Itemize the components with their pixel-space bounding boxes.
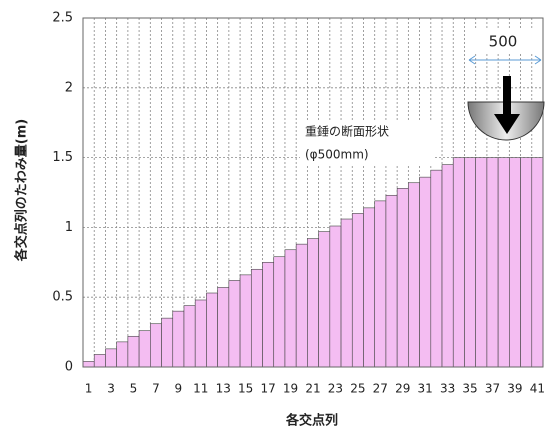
bar [497, 157, 510, 368]
x-tick-label: 39 [507, 382, 522, 396]
bar [430, 169, 443, 368]
bar [273, 256, 286, 368]
y-axis-label: 各交点列のたわみ量(m) [14, 119, 30, 262]
y-tick-label: 2.5 [52, 11, 73, 26]
bar [295, 243, 308, 368]
x-tick-label: 29 [395, 382, 410, 396]
bar [340, 218, 353, 368]
bar [396, 188, 409, 368]
x-tick-label: 37 [485, 382, 500, 396]
x-tick-label: 17 [260, 382, 275, 396]
load-arrow [494, 76, 520, 134]
bar [138, 330, 151, 368]
x-tick-label: 21 [305, 382, 320, 396]
bar [228, 280, 241, 368]
y-tick-label: 1 [65, 220, 73, 235]
x-tick-label: 13 [216, 382, 231, 396]
bar [150, 323, 162, 368]
bar [217, 287, 230, 368]
annotation: 重錘の断面形状 [305, 124, 389, 139]
bar [329, 225, 342, 368]
bar [116, 341, 129, 368]
bar [127, 335, 140, 368]
x-tick-label: 15 [238, 382, 253, 396]
plot-frame [82, 17, 544, 368]
x-tick-label: 19 [283, 382, 298, 396]
x-tick-label: 25 [350, 382, 365, 396]
x-tick-label: 41 [530, 382, 545, 396]
bar [172, 310, 185, 368]
dimension-label: 500 [489, 33, 518, 51]
x-tick-label: 33 [440, 382, 455, 396]
x-tick-label: 5 [130, 382, 138, 396]
dimension-box [470, 30, 540, 54]
bar [441, 164, 454, 368]
bar [452, 157, 465, 368]
x-tick-label: 7 [152, 382, 160, 396]
bar [206, 292, 218, 368]
x-tick-label: 31 [418, 382, 433, 396]
x-tick-label: 1 [85, 382, 93, 396]
annotation-box [300, 120, 435, 166]
bar [520, 157, 533, 368]
x-tick-label: 23 [328, 382, 343, 396]
bar [374, 200, 387, 368]
y-tick-label: 0.5 [52, 290, 73, 305]
bar [531, 157, 544, 368]
y-tick-label: 2 [65, 80, 73, 95]
x-tick-label: 11 [193, 382, 208, 396]
bar [408, 182, 420, 368]
bar [105, 348, 117, 368]
bar [385, 194, 398, 368]
y-tick-label: 0 [65, 360, 73, 375]
bar [161, 317, 174, 368]
bar [93, 354, 106, 368]
bar [486, 157, 499, 368]
dimension-arrowheads [468, 55, 542, 65]
x-tick-label: 35 [462, 382, 477, 396]
bar [250, 268, 263, 368]
bar [183, 305, 196, 368]
bar [194, 299, 207, 368]
bar [284, 249, 297, 368]
bar [239, 274, 252, 368]
x-tick-label: 27 [373, 382, 388, 396]
bar [464, 157, 476, 368]
bar [509, 157, 521, 368]
bar [351, 213, 364, 368]
y-tick-label: 1.5 [52, 150, 73, 165]
bar [318, 231, 331, 368]
x-tick-label: 9 [175, 382, 183, 396]
bar [82, 361, 95, 368]
bar [307, 238, 319, 368]
bar [475, 157, 488, 368]
bar [262, 261, 275, 368]
plot-area: 00.511.522.51 3 5 7 9 11 13 15 17 19 21 23 25 27 29 31 3… [52, 11, 545, 396]
x-axis-label: 各交点列 [285, 413, 338, 429]
annotation: (φ500mm) [305, 148, 369, 162]
x-tick-label: 3 [107, 382, 115, 396]
bar [419, 176, 432, 368]
bar [363, 207, 376, 368]
